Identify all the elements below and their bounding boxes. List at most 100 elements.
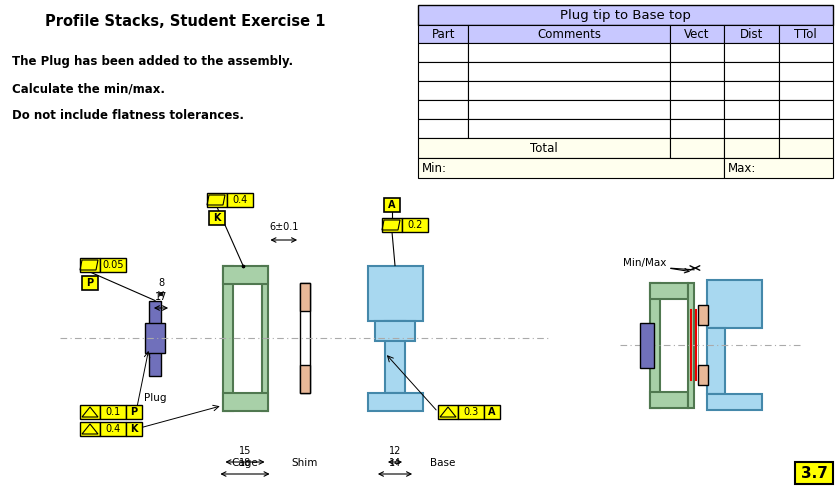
Bar (640, 322, 654, 368)
Bar (779, 81, 833, 100)
Text: Max:: Max: (728, 162, 756, 175)
Bar (724, 25, 779, 43)
Bar (698, 365, 708, 385)
Text: 0.4: 0.4 (105, 424, 121, 434)
Text: Total: Total (530, 141, 558, 154)
Bar (382, 218, 402, 232)
Text: K: K (213, 213, 221, 223)
Bar (100, 405, 126, 419)
Text: Dist: Dist (739, 27, 763, 41)
Text: Part: Part (432, 27, 455, 41)
Bar (418, 81, 469, 100)
Bar (779, 25, 833, 43)
Bar (418, 158, 724, 178)
Bar (300, 283, 310, 311)
Bar (469, 100, 669, 119)
Bar (100, 258, 126, 272)
Bar (724, 158, 833, 178)
Bar (209, 211, 225, 225)
Text: Min/Max: Min/Max (623, 258, 666, 268)
Bar (779, 119, 833, 138)
Text: 14: 14 (389, 458, 402, 468)
Bar (418, 100, 469, 119)
Bar (80, 422, 100, 436)
Text: 0.3: 0.3 (464, 407, 479, 417)
Text: Comments: Comments (537, 27, 601, 41)
Bar (724, 119, 779, 138)
Text: Shim: Shim (291, 458, 318, 468)
Bar (385, 320, 405, 392)
Bar (418, 62, 469, 81)
Bar (261, 265, 267, 411)
Text: The Plug has been added to the assembly.: The Plug has been added to the assembly. (12, 55, 293, 68)
Bar (724, 43, 779, 62)
Bar (80, 405, 100, 419)
Bar (384, 198, 400, 212)
Bar (207, 193, 227, 207)
Bar (688, 283, 694, 408)
Bar (779, 100, 833, 119)
Bar (418, 43, 469, 62)
Bar (669, 81, 724, 100)
Bar (698, 305, 708, 325)
Bar (469, 43, 669, 62)
Bar (779, 43, 833, 62)
Bar (418, 5, 833, 25)
Bar (650, 283, 660, 408)
Bar (375, 320, 415, 340)
Bar (227, 193, 253, 207)
Bar (650, 283, 688, 299)
Bar (669, 43, 724, 62)
Text: K: K (130, 424, 138, 434)
Text: 8: 8 (158, 278, 164, 288)
Text: TTol: TTol (795, 27, 817, 41)
Bar (707, 280, 762, 328)
Bar (724, 100, 779, 119)
Text: Cage: Cage (232, 458, 259, 468)
Text: Plug tip to Base top: Plug tip to Base top (560, 8, 691, 21)
Bar (418, 119, 469, 138)
Text: P: P (130, 407, 138, 417)
Bar (145, 323, 165, 353)
Bar (724, 138, 779, 158)
Text: A: A (488, 407, 496, 417)
Bar (779, 62, 833, 81)
Bar (669, 62, 724, 81)
Text: Do not include flatness tolerances.: Do not include flatness tolerances. (12, 109, 244, 122)
Text: Plug: Plug (144, 393, 166, 403)
Bar (669, 25, 724, 43)
Text: 18: 18 (239, 458, 251, 468)
Text: 6±0.1: 6±0.1 (269, 222, 298, 232)
Text: 15: 15 (239, 446, 251, 456)
Bar (82, 276, 98, 290)
Text: 0.1: 0.1 (105, 407, 121, 417)
Bar (707, 394, 762, 410)
Text: Min:: Min: (422, 162, 447, 175)
Text: Base: Base (430, 458, 455, 468)
Text: 12: 12 (389, 446, 402, 456)
Text: A: A (388, 200, 396, 210)
Bar (707, 328, 725, 394)
Bar (698, 305, 708, 385)
Bar (300, 283, 310, 393)
Text: Profile Stacks, Student Exercise 1: Profile Stacks, Student Exercise 1 (45, 14, 325, 29)
Bar (368, 265, 423, 320)
Bar (223, 392, 267, 411)
Bar (223, 265, 267, 284)
Bar (469, 62, 669, 81)
Bar (779, 138, 833, 158)
Bar (402, 218, 428, 232)
Bar (300, 365, 310, 393)
Bar (469, 25, 669, 43)
Bar (126, 405, 142, 419)
Bar (100, 422, 126, 436)
Bar (418, 25, 469, 43)
Text: 17: 17 (155, 292, 167, 302)
Text: 0.2: 0.2 (407, 220, 423, 230)
Bar (80, 258, 100, 272)
Bar (418, 138, 669, 158)
Bar (669, 100, 724, 119)
Text: 0.05: 0.05 (102, 260, 123, 270)
Bar (458, 405, 484, 419)
Text: Calculate the min/max.: Calculate the min/max. (12, 82, 165, 95)
